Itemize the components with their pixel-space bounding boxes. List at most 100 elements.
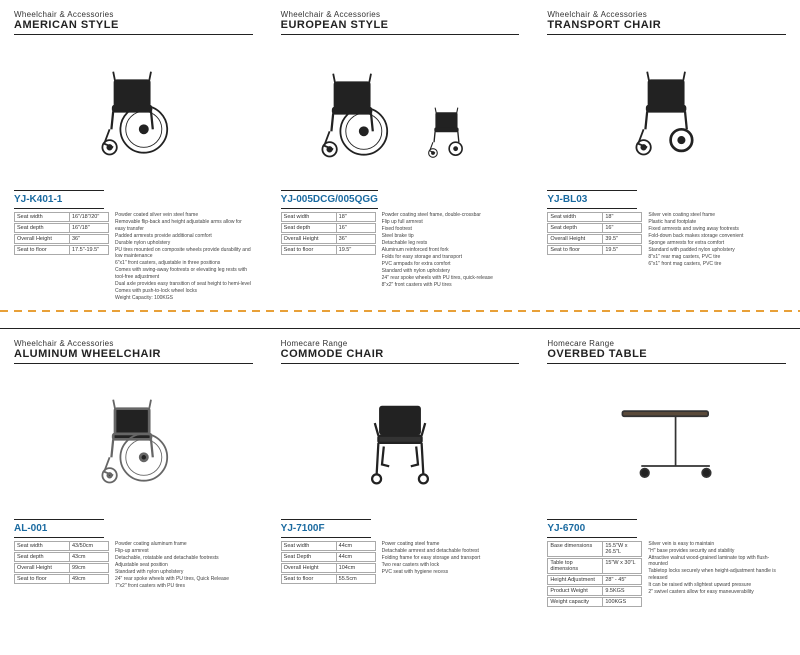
product-card: Wheelchair & Accessories TRANSPORT CHAIR… bbox=[533, 0, 800, 328]
spec-table: Seat width16"/18"/20"Seat depth16"/18"Ov… bbox=[14, 212, 109, 302]
spec-label: Seat width bbox=[548, 213, 603, 221]
spec-row: Base dimensions15.5"W x 26.5"L bbox=[547, 541, 642, 557]
spec-value: 100KGS bbox=[603, 598, 641, 606]
spec-value: 44cm bbox=[337, 553, 375, 561]
feature-item: PVC seat with hygiene recess bbox=[382, 569, 520, 576]
product-image bbox=[281, 370, 520, 515]
spec-value: 16" bbox=[603, 224, 641, 232]
feature-item: 8"x1" rear mag casters, PVC tire bbox=[648, 254, 786, 261]
spec-row: Overall Height36" bbox=[14, 234, 109, 244]
feature-item: Sponge armrests for extra comfort bbox=[648, 240, 786, 247]
feature-item: Comes with push-to-lock wheel locks bbox=[115, 288, 253, 295]
feature-item: Powder coating steel frame, double-cross… bbox=[382, 212, 520, 219]
spec-table: Seat width18"Seat depth16"Overall Height… bbox=[281, 212, 376, 289]
spec-row: Overall Height39.5" bbox=[547, 234, 642, 244]
feature-item: Fold-down back makes storage convenient bbox=[648, 233, 786, 240]
feature-item: Steel brake tip bbox=[382, 233, 520, 240]
spec-row: Weight capacity100KGS bbox=[547, 597, 642, 607]
spec-value: 39.5" bbox=[603, 235, 641, 243]
spec-row: Seat depth43cm bbox=[14, 552, 109, 562]
feature-item: Folds for easy storage and transport bbox=[382, 254, 520, 261]
category-label: Wheelchair & Accessories bbox=[14, 339, 253, 348]
spec-label: Height Adjustment bbox=[548, 576, 603, 584]
spec-value: 15"W x 30"L bbox=[603, 559, 641, 573]
feature-item: Durable nylon upholstery bbox=[115, 240, 253, 247]
spec-label: Seat Depth bbox=[282, 553, 337, 561]
spec-label: Seat width bbox=[282, 213, 337, 221]
spec-value: 49cm bbox=[70, 575, 108, 583]
feature-item: Two rear casters with lock bbox=[382, 562, 520, 569]
product-image bbox=[14, 370, 253, 515]
spec-value: 44cm bbox=[337, 542, 375, 550]
product-title: COMMODE CHAIR bbox=[281, 348, 520, 364]
spec-row: Seat to floor19.5" bbox=[281, 245, 376, 255]
spec-value: 16"/18"/20" bbox=[70, 213, 108, 221]
model-number: YJ-6700 bbox=[547, 519, 637, 538]
wheelchair-icon bbox=[88, 392, 178, 492]
spec-label: Overall Height bbox=[282, 564, 337, 572]
feature-list: Silver vein is easy to maintain"H" base … bbox=[648, 541, 786, 608]
spec-row: Seat depth16" bbox=[547, 223, 642, 233]
spec-label: Seat depth bbox=[548, 224, 603, 232]
feature-item: "H" base provides security and stability bbox=[648, 548, 786, 555]
spec-value: 15.5"W x 26.5"L bbox=[603, 542, 641, 556]
feature-item: Powder coated silver vein steel frame bbox=[115, 212, 253, 219]
feature-item: Standard with padded nylon upholstery bbox=[648, 247, 786, 254]
dashed-divider bbox=[0, 310, 800, 312]
spec-value: 36" bbox=[70, 235, 108, 243]
spec-label: Overall Height bbox=[282, 235, 337, 243]
spec-value: 55.5cm bbox=[337, 575, 375, 583]
spec-label: Overall Height bbox=[548, 235, 603, 243]
spec-table: Seat width44cmSeat Depth44cmOverall Heig… bbox=[281, 541, 376, 585]
spec-row: Overall Height104cm bbox=[281, 563, 376, 573]
spec-label: Seat to floor bbox=[548, 246, 603, 254]
feature-item: Silver vein coating steel frame bbox=[648, 212, 786, 219]
category-label: Wheelchair & Accessories bbox=[547, 10, 786, 19]
spec-label: Weight capacity bbox=[548, 598, 603, 606]
spec-label: Seat depth bbox=[282, 224, 337, 232]
feature-item: 7"x2" front casters with PU tires bbox=[115, 583, 253, 590]
feature-item: Detachable leg rests bbox=[382, 240, 520, 247]
product-card: Homecare Range OVERBED TABLE YJ-6700 Bas… bbox=[533, 328, 800, 655]
product-card: Homecare Range COMMODE CHAIR YJ-7100F Se… bbox=[267, 328, 534, 655]
spec-row: Seat depth16" bbox=[281, 223, 376, 233]
feature-item: Power coating steel frame bbox=[382, 541, 520, 548]
feature-item: Aluminum reinforced front fork bbox=[382, 247, 520, 254]
wheelchair-icon bbox=[622, 64, 712, 164]
product-card: Wheelchair & Accessories ALUMINUM WHEELC… bbox=[0, 328, 267, 655]
category-label: Homecare Range bbox=[281, 339, 520, 348]
product-title: EUROPEAN STYLE bbox=[281, 19, 520, 35]
feature-item: Standard with nylon upholstery bbox=[382, 268, 520, 275]
spec-value: 16" bbox=[337, 224, 375, 232]
wheelchair-icon bbox=[88, 64, 178, 164]
spec-value: 28" - 45" bbox=[603, 576, 641, 584]
feature-item: Folding frame for easy storage and trans… bbox=[382, 555, 520, 562]
feature-item: Detachable, rotatable and detachable foo… bbox=[115, 555, 253, 562]
feature-item: It can be raised with slightest upward p… bbox=[648, 582, 786, 589]
spec-row: Seat width18" bbox=[547, 212, 642, 222]
feature-item: Plastic hand footplate bbox=[648, 219, 786, 226]
spec-label: Seat depth bbox=[15, 553, 70, 561]
feature-item: Removable flip-back and height adjustabl… bbox=[115, 219, 253, 232]
spec-value: 9.5KGS bbox=[603, 587, 641, 595]
feature-item: 8"x2" front casters with PU tires bbox=[382, 282, 520, 289]
spec-label: Base dimensions bbox=[548, 542, 603, 556]
feature-item: Flip-up armrest bbox=[115, 548, 253, 555]
spec-label: Seat width bbox=[15, 542, 70, 550]
spec-row: Seat width16"/18"/20" bbox=[14, 212, 109, 222]
product-image bbox=[547, 41, 786, 186]
spec-row: Seat to floor19.5" bbox=[547, 245, 642, 255]
feature-item: Comes with swing-away footrests or eleva… bbox=[115, 267, 253, 280]
spec-row: Seat to floor49cm bbox=[14, 574, 109, 584]
spec-label: Seat to floor bbox=[282, 246, 337, 254]
model-number: YJ-005DCG/005QGG bbox=[281, 190, 378, 209]
product-image bbox=[14, 41, 253, 186]
feature-item: Fixed footrest bbox=[382, 226, 520, 233]
spec-row: Seat depth16"/18" bbox=[14, 223, 109, 233]
spec-label: Table top dimensions bbox=[548, 559, 603, 573]
spec-row: Table top dimensions15"W x 30"L bbox=[547, 558, 642, 574]
wheelchair-icon bbox=[308, 66, 398, 166]
feature-item: 6"x1" front casters, adjustable in three… bbox=[115, 260, 253, 267]
spec-label: Seat depth bbox=[15, 224, 70, 232]
feature-item: 6"x1" front mag casters, PVC tire bbox=[648, 261, 786, 268]
